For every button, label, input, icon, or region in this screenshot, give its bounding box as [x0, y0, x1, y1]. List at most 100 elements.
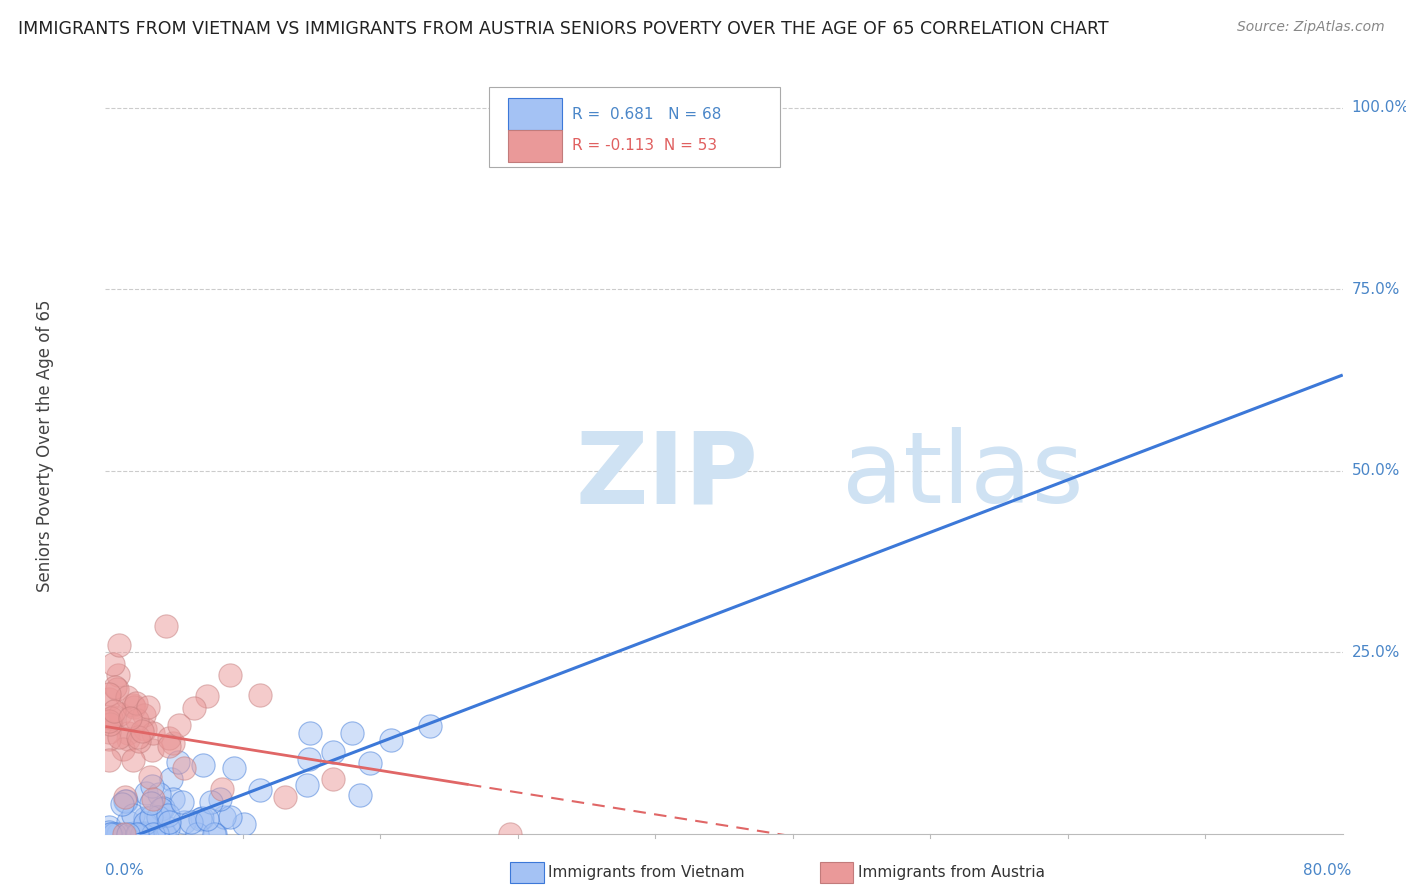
Point	[204, 827, 226, 841]
Point	[224, 761, 246, 775]
Text: atlas: atlas	[842, 427, 1083, 524]
Text: 25.0%: 25.0%	[1351, 645, 1400, 660]
Text: Immigrants from Vietnam: Immigrants from Vietnam	[548, 865, 745, 880]
Point	[97, 732, 120, 747]
Point	[127, 827, 149, 841]
Point	[120, 711, 142, 725]
Point	[112, 827, 135, 841]
Point	[380, 733, 402, 747]
Point	[498, 827, 520, 841]
Point	[124, 826, 146, 840]
Point	[122, 753, 145, 767]
Point	[108, 706, 131, 721]
Point	[157, 739, 180, 753]
Point	[122, 698, 145, 712]
Text: 75.0%: 75.0%	[1351, 282, 1400, 297]
Point	[195, 813, 218, 827]
Point	[249, 783, 271, 797]
Point	[97, 820, 120, 834]
Point	[167, 718, 190, 732]
Point	[173, 761, 195, 775]
Point	[131, 724, 153, 739]
Text: 50.0%: 50.0%	[1351, 463, 1400, 478]
Point	[218, 668, 240, 682]
Point	[219, 810, 242, 824]
Point	[274, 789, 297, 804]
Point	[100, 827, 122, 841]
FancyBboxPatch shape	[508, 130, 562, 162]
Point	[112, 742, 135, 756]
Point	[173, 815, 195, 830]
Point	[134, 707, 156, 722]
Point	[114, 789, 136, 804]
Point	[146, 810, 169, 824]
Point	[1385, 101, 1406, 115]
Point	[117, 690, 139, 704]
Point	[97, 692, 120, 706]
Point	[111, 797, 134, 812]
Point	[101, 827, 124, 841]
Point	[98, 687, 121, 701]
Point	[148, 787, 170, 801]
Point	[249, 689, 271, 703]
Point	[98, 827, 121, 841]
Point	[143, 827, 166, 841]
Point	[100, 717, 122, 731]
Point	[191, 758, 214, 772]
Point	[125, 827, 148, 841]
Text: Source: ZipAtlas.com: Source: ZipAtlas.com	[1237, 20, 1385, 34]
FancyBboxPatch shape	[489, 87, 780, 167]
Point	[211, 781, 233, 796]
Point	[103, 705, 125, 719]
Text: Immigrants from Austria: Immigrants from Austria	[858, 865, 1045, 880]
Point	[295, 778, 318, 792]
Point	[142, 827, 165, 841]
Text: ZIP: ZIP	[575, 427, 758, 524]
Point	[114, 794, 136, 808]
Point	[322, 745, 344, 759]
Point	[157, 808, 180, 822]
Point	[349, 788, 371, 802]
Point	[134, 811, 156, 825]
Point	[195, 689, 218, 703]
Text: IMMIGRANTS FROM VIETNAM VS IMMIGRANTS FROM AUSTRIA SENIORS POVERTY OVER THE AGE : IMMIGRANTS FROM VIETNAM VS IMMIGRANTS FR…	[18, 20, 1109, 37]
Point	[108, 639, 131, 653]
Point	[127, 730, 149, 744]
Point	[117, 827, 139, 841]
Point	[117, 814, 139, 829]
Point	[131, 827, 153, 841]
Point	[141, 743, 163, 757]
Point	[128, 734, 150, 748]
Point	[97, 824, 120, 838]
Point	[149, 802, 172, 816]
Point	[138, 770, 160, 784]
Point	[100, 711, 122, 725]
Point	[419, 719, 441, 733]
Point	[183, 701, 205, 715]
Point	[117, 725, 139, 739]
Point	[157, 731, 180, 746]
Point	[152, 801, 174, 815]
Text: 0.0%: 0.0%	[105, 863, 145, 878]
Text: Seniors Poverty Over the Age of 65: Seniors Poverty Over the Age of 65	[37, 300, 53, 592]
Point	[202, 827, 225, 841]
Point	[141, 779, 163, 793]
Point	[157, 815, 180, 830]
Point	[145, 827, 167, 841]
Point	[101, 709, 124, 723]
Point	[104, 680, 127, 694]
Point	[322, 772, 344, 787]
Point	[139, 810, 162, 824]
Point	[170, 795, 193, 809]
Point	[188, 812, 211, 826]
Point	[209, 792, 232, 806]
Point	[117, 732, 139, 747]
Point	[212, 810, 235, 824]
Point	[101, 657, 124, 672]
Point	[155, 618, 177, 632]
Point	[134, 722, 156, 736]
Point	[166, 755, 188, 769]
Point	[134, 825, 156, 839]
FancyBboxPatch shape	[508, 98, 562, 130]
Point	[162, 736, 184, 750]
